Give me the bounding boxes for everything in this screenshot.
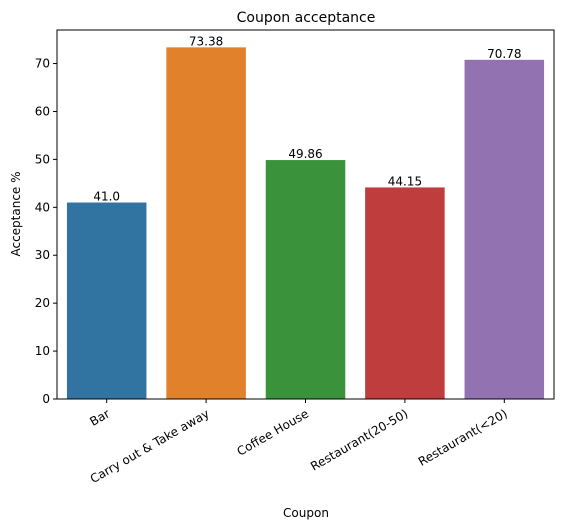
y-tick-label-20: 20 xyxy=(35,296,50,310)
y-tick-label-70: 70 xyxy=(35,57,50,71)
x-tick-label-restaurant-20: Restaurant(<20) xyxy=(416,406,510,468)
bars-group xyxy=(66,47,545,400)
plot-area: 41.0 73.38 49.86 44.15 70.78 xyxy=(56,29,555,400)
bar-carry-out-take-away xyxy=(166,47,246,399)
bar-restaurant-20 xyxy=(464,59,545,400)
bar-bar xyxy=(66,202,147,399)
y-tick-label-40: 40 xyxy=(35,200,50,214)
y-tick-label-50: 50 xyxy=(35,152,50,166)
y-tick-label-30: 30 xyxy=(35,248,50,262)
y-tick-label-60: 60 xyxy=(35,104,50,118)
y-tick-label-10: 10 xyxy=(35,344,50,358)
bar-labels-group: 41.0 73.38 49.86 44.15 70.78 xyxy=(93,34,521,203)
bar-value-label-bar: 41.0 xyxy=(93,190,120,204)
y-axis: 0 10 20 30 40 50 60 70 xyxy=(35,57,57,406)
bar-value-label-restaurant-20: 70.78 xyxy=(487,47,521,61)
x-tick-label-bar: Bar xyxy=(87,406,112,428)
x-tick-label-restaurant-20-50: Restaurant(20-50) xyxy=(308,406,410,473)
bar-restaurant-20-50 xyxy=(365,187,445,399)
bar-value-label-coffee-house: 49.86 xyxy=(288,147,322,161)
bar-value-label-carry-out-take-away: 73.38 xyxy=(189,34,223,48)
chart-title: Coupon acceptance xyxy=(237,10,376,26)
x-axis-label: Coupon xyxy=(283,506,329,520)
bar-value-label-restaurant-20-50: 44.15 xyxy=(388,174,422,188)
y-tick-label-0: 0 xyxy=(42,392,50,406)
y-axis-label: Acceptance % xyxy=(9,171,23,256)
bar-coffee-house xyxy=(265,160,346,399)
x-tick-label-coffee-house: Coffee House xyxy=(235,406,311,458)
